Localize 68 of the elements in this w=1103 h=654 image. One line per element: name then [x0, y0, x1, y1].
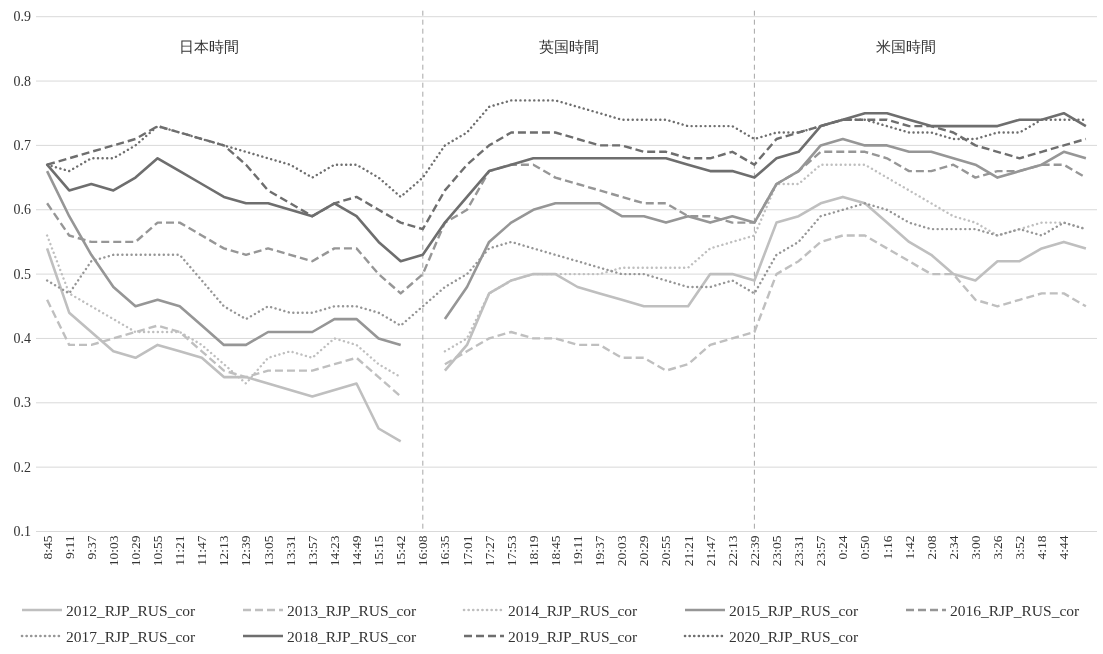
x-tick-label: 20:29	[636, 535, 652, 567]
x-tick-label: 16:08	[415, 535, 431, 567]
x-tick-label: 17:27	[481, 535, 497, 567]
x-tick-label: 4:44	[1056, 535, 1072, 560]
x-tick-label: 10:55	[150, 535, 166, 567]
x-tick-label: 10:29	[127, 535, 143, 567]
y-tick-label: 0.7	[13, 137, 31, 153]
x-tick-label: 18:45	[547, 535, 563, 567]
x-tick-label: 15:15	[371, 535, 387, 567]
y-tick-label: 0.1	[13, 524, 31, 539]
x-tick-label: 1:16	[879, 535, 895, 560]
x-tick-label: 8:45	[39, 535, 55, 560]
x-tick-label: 20:55	[658, 535, 674, 567]
x-tick-label: 1:42	[901, 535, 917, 560]
x-tick-label: 10:03	[105, 535, 121, 567]
x-tick-label: 13:57	[304, 535, 320, 567]
x-tick-label: 4:18	[1034, 535, 1050, 560]
x-tick-label: 12:13	[216, 535, 232, 567]
x-tick-label: 3:00	[967, 535, 983, 560]
legend-label: 2014_RJP_RUS_cor	[508, 601, 639, 619]
y-tick-label: 0.5	[13, 266, 31, 282]
y-tick-label: 0.6	[13, 202, 31, 218]
x-tick-label: 22:13	[724, 535, 740, 567]
x-tick-label: 2:08	[923, 535, 939, 560]
x-tick-label: 9:37	[83, 535, 99, 560]
x-tick-label: 18:19	[525, 535, 541, 567]
x-tick-label: 17:01	[459, 535, 475, 567]
legend-label: 2012_RJP_RUS_cor	[66, 601, 197, 619]
legend-label: 2018_RJP_RUS_cor	[287, 627, 418, 645]
x-tick-label: 22:39	[746, 535, 762, 567]
x-tick-label: 14:49	[349, 535, 365, 567]
x-tick-label: 15:42	[393, 535, 409, 567]
annotation: 米国時間	[875, 38, 936, 55]
x-tick-label: 12:39	[238, 535, 254, 567]
x-tick-label: 23:05	[768, 535, 784, 567]
annotation: 日本時間	[179, 38, 240, 55]
x-tick-label: 20:03	[614, 535, 630, 567]
legend-label: 2013_RJP_RUS_cor	[287, 601, 418, 619]
legend-label: 2017_RJP_RUS_cor	[66, 627, 197, 645]
x-tick-label: 0:24	[835, 535, 851, 560]
legend-label: 2016_RJP_RUS_cor	[950, 601, 1081, 619]
x-tick-label: 13:31	[282, 535, 298, 567]
y-tick-label: 0.3	[13, 395, 31, 411]
x-tick-label: 0:50	[857, 535, 873, 560]
x-tick-label: 9:11	[61, 535, 77, 559]
x-tick-label: 14:23	[326, 535, 342, 567]
x-tick-label: 21:21	[680, 535, 696, 567]
x-tick-label: 17:53	[503, 535, 519, 567]
y-tick-label: 0.2	[13, 459, 31, 475]
x-tick-label: 3:52	[1012, 535, 1028, 560]
x-tick-label: 19:37	[592, 535, 608, 567]
legend-label: 2015_RJP_RUS_cor	[729, 601, 860, 619]
y-tick-label: 0.9	[13, 9, 31, 25]
x-tick-label: 13:05	[260, 535, 276, 567]
y-tick-label: 0.4	[13, 330, 31, 346]
x-tick-label: 19:11	[570, 535, 586, 566]
x-tick-label: 16:35	[437, 535, 453, 567]
x-tick-label: 11:21	[172, 535, 188, 566]
annotation: 英国時間	[538, 38, 599, 55]
x-tick-label: 3:26	[990, 535, 1006, 560]
y-tick-label: 0.8	[13, 73, 31, 89]
legend-label: 2019_RJP_RUS_cor	[508, 627, 639, 645]
legend-label: 2020_RJP_RUS_cor	[729, 627, 860, 645]
x-tick-label: 11:47	[194, 535, 210, 566]
x-tick-label: 2:34	[945, 535, 961, 560]
x-tick-label: 23:31	[791, 535, 807, 567]
x-tick-label: 23:57	[813, 535, 829, 567]
x-tick-label: 21:47	[702, 535, 718, 567]
